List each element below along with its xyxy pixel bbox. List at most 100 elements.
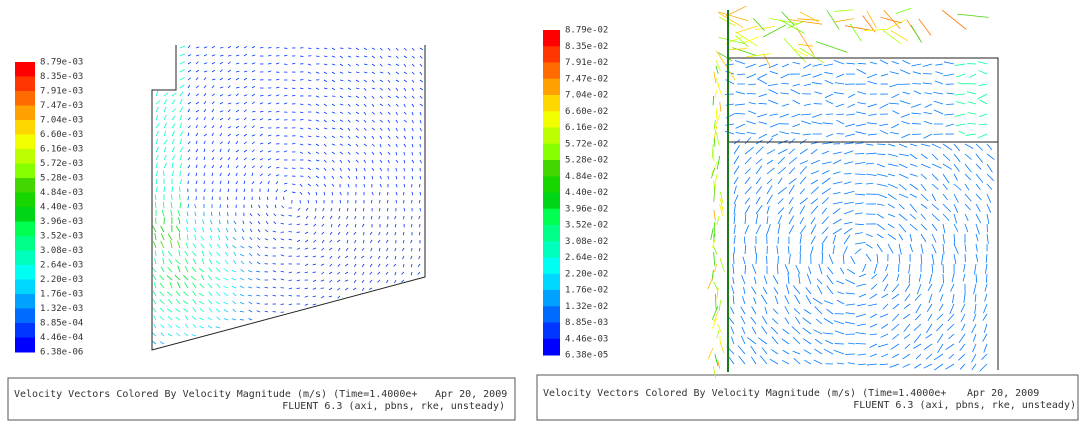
vector [945, 363, 955, 370]
vector [788, 138, 796, 145]
vector [347, 119, 351, 123]
vector [331, 79, 336, 83]
vector [766, 159, 774, 165]
vector [307, 159, 312, 162]
vector [307, 151, 311, 155]
vector [768, 89, 779, 95]
vector [224, 251, 229, 257]
vector [880, 353, 889, 358]
vector [887, 233, 897, 240]
vector [942, 223, 946, 234]
colorbar-swatch [543, 208, 560, 226]
vector [250, 204, 253, 209]
vector [953, 253, 957, 265]
vector [419, 95, 423, 99]
vector [755, 146, 764, 155]
vector [974, 303, 977, 314]
vector [231, 285, 237, 289]
vector [208, 291, 213, 297]
vector [251, 157, 256, 161]
vector [321, 295, 325, 299]
vector [345, 263, 349, 267]
vector [732, 264, 735, 275]
vector [870, 313, 878, 319]
vector [733, 224, 736, 235]
vector [315, 191, 318, 196]
vector [792, 83, 801, 87]
vector [152, 299, 157, 305]
vector [313, 231, 317, 235]
vector [368, 287, 373, 290]
vector [297, 207, 301, 211]
vector [777, 166, 787, 175]
vector [354, 215, 357, 220]
vector [379, 103, 384, 107]
vector [975, 233, 979, 242]
vector [304, 295, 309, 298]
vector [347, 63, 351, 67]
vector [339, 199, 342, 204]
vector [242, 220, 245, 225]
vector [312, 279, 317, 282]
vector [347, 103, 351, 107]
vector [362, 207, 365, 212]
vector [734, 103, 746, 106]
vector [347, 183, 350, 188]
caption-title: Velocity Vectors Colored By Velocity Mag… [14, 389, 417, 400]
vector [937, 333, 944, 344]
vector [259, 165, 263, 169]
vector [219, 47, 224, 49]
vector [315, 175, 320, 179]
vector [762, 24, 787, 38]
vector [226, 196, 229, 201]
vector [799, 225, 807, 235]
vector [811, 121, 823, 125]
colorbar-label: 8.35e-02 [565, 42, 608, 52]
vector [403, 143, 407, 148]
vector [896, 273, 900, 282]
vector [259, 118, 264, 121]
vector [783, 38, 807, 63]
vector [215, 326, 221, 329]
vector [223, 292, 229, 297]
vector [799, 234, 802, 245]
vector [195, 93, 199, 97]
vector [771, 336, 779, 345]
colorbar-swatch [15, 250, 35, 266]
vector [179, 98, 183, 105]
vector [264, 254, 269, 257]
vector [975, 203, 981, 212]
vector [920, 163, 931, 169]
vector [812, 297, 823, 305]
vector [716, 287, 719, 299]
vector [821, 161, 832, 165]
vector [248, 318, 253, 321]
vector [160, 241, 165, 249]
vector [339, 127, 344, 131]
vector [256, 286, 261, 289]
vector [330, 207, 333, 212]
vector [163, 154, 167, 161]
vector [821, 170, 830, 175]
vector [802, 63, 812, 69]
vector [931, 163, 942, 169]
vector [715, 131, 720, 146]
vector [163, 123, 167, 129]
vector [813, 329, 823, 335]
vector [725, 123, 735, 126]
vector [243, 133, 248, 137]
vector [953, 183, 962, 191]
vector [879, 313, 889, 318]
vector [257, 213, 261, 217]
vector [876, 183, 888, 187]
vector [385, 255, 389, 260]
vector [979, 99, 988, 105]
vector [235, 77, 240, 81]
vector [714, 263, 718, 273]
vector [243, 141, 247, 145]
vector [347, 87, 352, 91]
vector [259, 196, 261, 201]
vector [812, 73, 823, 78]
vector [882, 273, 889, 282]
vector [805, 287, 812, 295]
